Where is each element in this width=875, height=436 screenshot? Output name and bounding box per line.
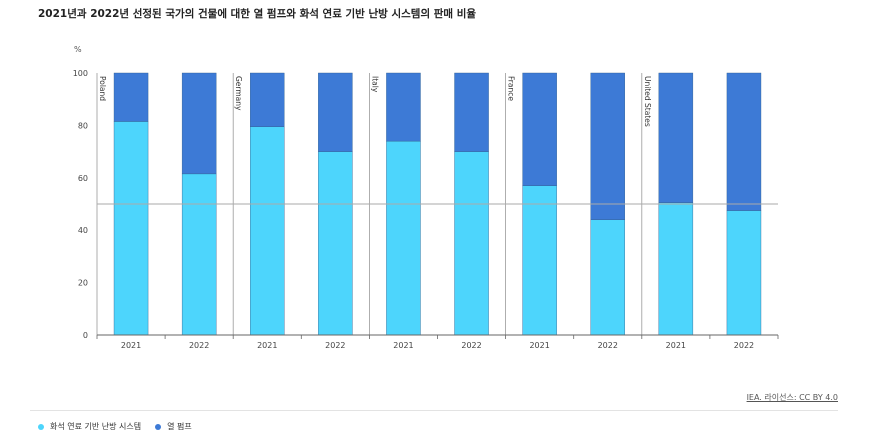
bar-heat-pump — [658, 72, 694, 203]
x-tick-label: 2021 — [529, 341, 549, 350]
bar-fossil — [318, 151, 353, 336]
legend-label-fossil: 화석 연료 기반 난방 시스템 — [50, 422, 142, 431]
bar-fossil — [658, 202, 694, 336]
x-tick-label: 2021 — [257, 341, 277, 350]
legend-dot-heat-pump — [155, 423, 162, 430]
footer-divider — [30, 410, 838, 411]
y-tick-label: 20 — [78, 279, 88, 288]
bar-fossil — [590, 219, 625, 336]
x-tick-label: 2021 — [121, 341, 141, 350]
bar-fossil — [181, 173, 217, 336]
chart-title: 2021년과 2022년 선정된 국가의 건물에 대한 열 펌프와 화석 연료 … — [38, 8, 477, 20]
bar-fossil — [454, 151, 489, 336]
legend-label-heat-pump: 열 펌프 — [167, 422, 192, 431]
y-tick-label: 40 — [78, 226, 88, 235]
x-tick-label: 2022 — [325, 341, 345, 350]
legend-item-fossil[interactable]: 화석 연료 기반 난방 시스템 — [38, 421, 141, 432]
bar-heat-pump — [522, 72, 557, 186]
legend-item-heat-pump[interactable]: 열 펌프 — [155, 421, 192, 432]
y-tick-label: 60 — [78, 174, 88, 183]
bar-fossil — [386, 140, 421, 336]
legend-dot-fossil — [38, 423, 44, 430]
bar-heat-pump — [113, 72, 149, 122]
y-tick-label: 100 — [73, 69, 88, 78]
x-tick-label: 2022 — [598, 341, 618, 350]
bar-heat-pump — [250, 72, 285, 127]
y-tick-label: 0 — [83, 331, 88, 340]
stacked-bar-chart: % 0 20 40 60 80 100 Poland Germany Italy France Uni… — [73, 45, 779, 350]
x-tick-label: 2021 — [393, 341, 413, 350]
bar-fossil — [113, 121, 149, 336]
x-tick-label: 2021 — [666, 341, 686, 350]
country-label: Italy — [370, 76, 379, 93]
bar-fossil — [250, 126, 285, 336]
x-tick-label: 2022 — [734, 341, 754, 350]
country-label: Poland — [98, 76, 107, 101]
y-axis-unit: % — [74, 45, 82, 54]
country-label: Germany — [234, 76, 243, 111]
chart-legend: 화석 연료 기반 난방 시스템 열 펌프 — [38, 421, 206, 432]
x-tick-label: 2022 — [461, 341, 481, 350]
bar-heat-pump — [181, 72, 217, 175]
bar-fossil — [522, 185, 557, 336]
source-link[interactable]: IEA. 라이선스: CC BY 4.0 — [746, 393, 838, 402]
y-tick-label: 80 — [78, 121, 88, 130]
bar-fossil — [726, 210, 762, 336]
bar-heat-pump — [454, 72, 489, 152]
country-label: France — [507, 76, 516, 101]
bar-heat-pump — [726, 72, 762, 211]
bar-heat-pump — [318, 72, 353, 152]
bar-heat-pump — [590, 72, 625, 220]
country-label: United States — [643, 76, 652, 127]
x-tick-label: 2022 — [189, 341, 209, 350]
bar-heat-pump — [386, 72, 421, 142]
